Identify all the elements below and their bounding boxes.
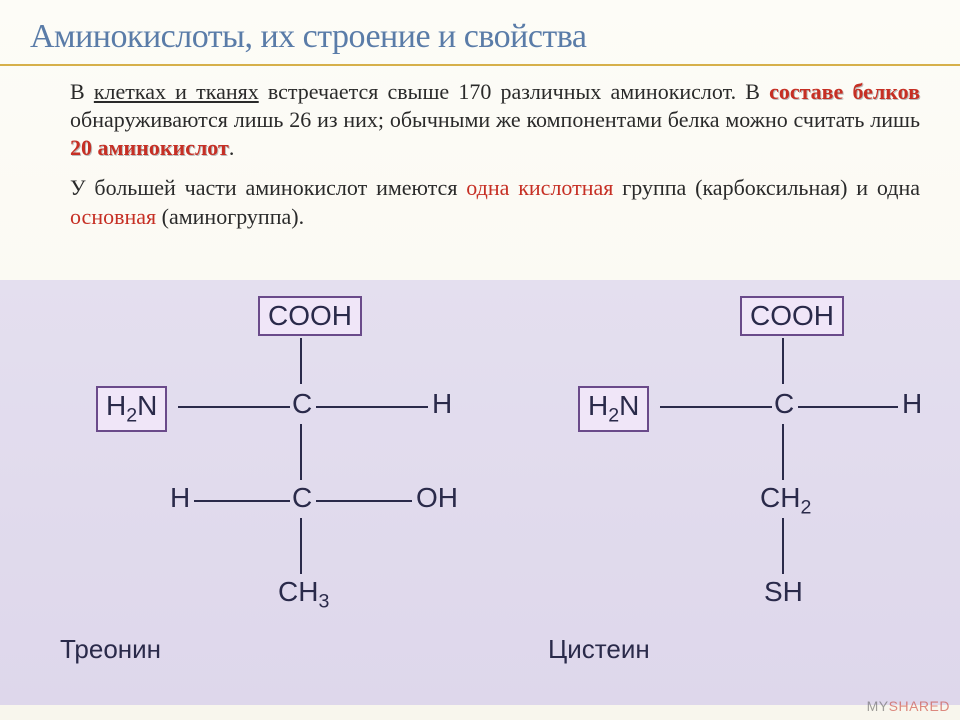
left-bond-v3 (300, 518, 302, 574)
right-bond-h2 (798, 406, 898, 408)
right-bond-v1 (782, 338, 784, 384)
left-bond-h4 (316, 500, 412, 502)
paragraph-1: В клетках и тканях встречается свыше 170… (0, 72, 960, 168)
p1-t4: . (229, 135, 235, 160)
left-h2n-box: H2N (96, 386, 167, 432)
p1-t2: встречается свыше 170 различных аминокис… (259, 79, 769, 104)
p1-t1: В (70, 79, 94, 104)
right-c1: C (774, 388, 794, 420)
right-h2n-box: H2N (578, 386, 649, 432)
p2-t1: У большей части аминокислот имеются (70, 175, 466, 200)
right-sh: SH (764, 576, 803, 608)
left-h2: H (170, 482, 190, 514)
left-bond-h2 (316, 406, 428, 408)
left-bond-v2 (300, 424, 302, 480)
left-bond-h3 (194, 500, 290, 502)
left-c2: C (292, 482, 312, 514)
p2-r1: одна кислотная (466, 175, 613, 200)
watermark-a: MY (867, 698, 889, 714)
right-cooh-box: COOH (740, 296, 844, 336)
right-bond-h1 (660, 406, 772, 408)
p2-t3: (аминогруппа). (156, 204, 304, 229)
p1-u1: клетках и тканях (94, 79, 259, 104)
left-oh: OH (416, 482, 458, 514)
watermark-b: SHARED (889, 698, 950, 714)
right-bond-v2 (782, 424, 784, 480)
p2-r2: основная (70, 204, 156, 229)
right-bond-v3 (782, 518, 784, 574)
title-bar: Аминокислоты, их строение и свойства (0, 0, 960, 66)
p1-r2: 20 аминокислот (70, 135, 229, 160)
paragraph-2: У большей части аминокислот имеются одна… (0, 168, 960, 236)
left-h1: H (432, 388, 452, 420)
left-ch3: CH3 (278, 576, 329, 614)
right-name: Цистеин (548, 634, 650, 665)
left-cooh-box: COOH (258, 296, 362, 336)
p1-t3: обнаруживаются лишь 26 из них; обычными … (70, 107, 920, 132)
left-bond-v1 (300, 338, 302, 384)
left-bond-h1 (178, 406, 290, 408)
right-h1: H (902, 388, 922, 420)
slide: Аминокислоты, их строение и свойства В к… (0, 0, 960, 720)
right-ch2: CH2 (760, 482, 811, 520)
slide-title: Аминокислоты, их строение и свойства (30, 18, 930, 56)
watermark: MYSHARED (867, 698, 950, 714)
p1-r1: составе белков (769, 79, 920, 104)
left-c1: C (292, 388, 312, 420)
diagram-area: COOH H2N C H H C OH CH3 Треонин COOH H2N… (0, 280, 960, 705)
left-name: Треонин (60, 634, 161, 665)
p2-t2: группа (карбоксильная) и одна (613, 175, 920, 200)
